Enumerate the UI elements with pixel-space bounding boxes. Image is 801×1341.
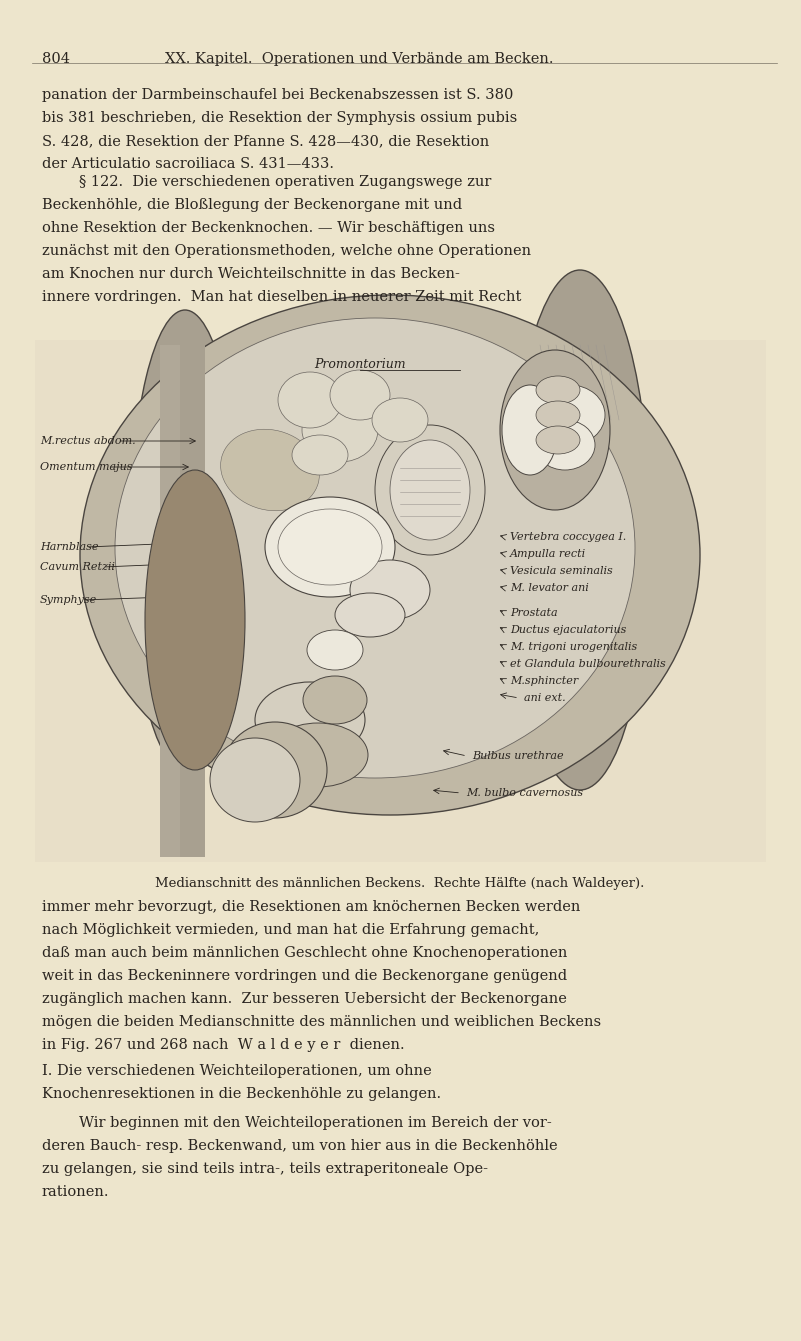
Text: Omentum majus: Omentum majus (40, 463, 132, 472)
Ellipse shape (307, 630, 363, 670)
Text: rationen.: rationen. (42, 1185, 110, 1199)
Text: immer mehr bevorzugt, die Resektionen am knöchernen Becken werden: immer mehr bevorzugt, die Resektionen am… (42, 900, 581, 915)
Bar (160, 345, 180, 857)
Text: M.rectus abdom.: M.rectus abdom. (40, 436, 135, 447)
Text: bis 381 beschrieben, die Resektion der Symphysis ossium pubis: bis 381 beschrieben, die Resektion der S… (42, 111, 517, 125)
Text: Ductus ejaculatorius: Ductus ejaculatorius (510, 625, 626, 636)
Ellipse shape (536, 401, 580, 429)
Text: 804: 804 (42, 52, 70, 66)
Text: in Fig. 267 und 268 nach  W a l d e y e r  dienen.: in Fig. 267 und 268 nach W a l d e y e r… (42, 1038, 405, 1051)
Text: ani ext.: ani ext. (524, 693, 566, 703)
Text: Promontorium: Promontorium (314, 358, 406, 371)
Text: Vesicula seminalis: Vesicula seminalis (510, 566, 613, 577)
Text: Medianschnitt des männlichen Beckens.  Rechte Hälfte (nach Waldeyer).: Medianschnitt des männlichen Beckens. Re… (155, 877, 645, 890)
Text: zu gelangen, sie sind teils intra-, teils extraperitoneale Ope-: zu gelangen, sie sind teils intra-, teil… (42, 1163, 488, 1176)
Ellipse shape (220, 429, 320, 511)
Text: Beckenhöhle, die Bloßlegung der Beckenorgane mit und: Beckenhöhle, die Bloßlegung der Beckenor… (42, 198, 462, 212)
Text: Symphyse: Symphyse (40, 595, 97, 605)
Text: mögen die beiden Medianschnitte des männlichen und weiblichen Beckens: mögen die beiden Medianschnitte des männ… (42, 1015, 601, 1029)
Ellipse shape (502, 385, 558, 475)
Ellipse shape (535, 385, 605, 445)
Ellipse shape (145, 469, 245, 770)
Ellipse shape (536, 375, 580, 404)
Text: Ampulla recti: Ampulla recti (510, 548, 586, 559)
Ellipse shape (292, 434, 348, 475)
Text: M.sphincter: M.sphincter (510, 676, 578, 687)
Text: am Knochen nur durch Weichteilschnitte in das Becken-: am Knochen nur durch Weichteilschnitte i… (42, 267, 460, 282)
Ellipse shape (265, 498, 395, 597)
Ellipse shape (210, 738, 300, 822)
Text: M. levator ani: M. levator ani (510, 583, 589, 593)
Text: et Glandula bulbourethralis: et Glandula bulbourethralis (510, 658, 666, 669)
Text: M. bulbo cavernosus: M. bulbo cavernosus (466, 789, 583, 798)
Text: Duralsackes: Duralsackes (510, 447, 579, 457)
Text: zunächst mit den Operationsmethoden, welche ohne Operationen: zunächst mit den Operationsmethoden, wel… (42, 244, 531, 257)
Ellipse shape (330, 370, 390, 420)
Text: Bulbus urethrae: Bulbus urethrae (472, 751, 564, 760)
Text: daß man auch beim männlichen Geschlecht ohne Knochenoperationen: daß man auch beim männlichen Geschlecht … (42, 945, 567, 960)
Text: XX. Kapitel.  Operationen und Verbände am Becken.: XX. Kapitel. Operationen und Verbände am… (165, 52, 553, 66)
Ellipse shape (390, 440, 470, 540)
Text: Ende des: Ende des (510, 432, 562, 443)
Ellipse shape (302, 398, 378, 463)
Text: Prostata: Prostata (510, 607, 557, 618)
Ellipse shape (303, 676, 367, 724)
Text: Vertebra coccygea I.: Vertebra coccygea I. (510, 532, 626, 542)
Ellipse shape (130, 310, 240, 770)
Ellipse shape (80, 295, 700, 815)
Text: zugänglich machen kann.  Zur besseren Uebersicht der Beckenorgane: zugänglich machen kann. Zur besseren Ueb… (42, 992, 567, 1006)
Ellipse shape (335, 593, 405, 637)
Ellipse shape (500, 350, 610, 510)
Ellipse shape (223, 721, 327, 818)
Ellipse shape (535, 420, 595, 469)
Text: S. 428, die Resektion der Pfanne S. 428—430, die Resektion: S. 428, die Resektion der Pfanne S. 428—… (42, 134, 489, 148)
Ellipse shape (375, 425, 485, 555)
Text: panation der Darmbeinschaufel bei Beckenabszessen ist S. 380: panation der Darmbeinschaufel bei Becken… (42, 89, 513, 102)
Ellipse shape (372, 398, 428, 443)
Text: der Articulatio sacroiliaca S. 431—433.: der Articulatio sacroiliaca S. 431—433. (42, 157, 334, 172)
Text: deren Bauch- resp. Beckenwand, um von hier aus in die Beckenhöhle: deren Bauch- resp. Beckenwand, um von hi… (42, 1139, 557, 1153)
Text: M. trigoni urogenitalis: M. trigoni urogenitalis (510, 642, 638, 652)
Text: Cavum Retzii: Cavum Retzii (40, 562, 115, 573)
Ellipse shape (255, 683, 365, 758)
Text: Harnblase: Harnblase (40, 542, 99, 552)
Ellipse shape (350, 561, 430, 620)
Ellipse shape (278, 371, 342, 428)
Ellipse shape (536, 426, 580, 455)
Text: Knochenresektionen in die Beckenhöhle zu gelangen.: Knochenresektionen in die Beckenhöhle zu… (42, 1088, 441, 1101)
Text: ohne Resektion der Beckenknochen. — Wir beschäftigen uns: ohne Resektion der Beckenknochen. — Wir … (42, 221, 495, 235)
Ellipse shape (278, 510, 382, 585)
Text: innere vordringen.  Man hat dieselben in neuerer Zeit mit Recht: innere vordringen. Man hat dieselben in … (42, 290, 521, 304)
Ellipse shape (115, 318, 635, 778)
Bar (35, 341, 766, 862)
Bar (170, 345, 205, 857)
Text: Fig. 267.: Fig. 267. (368, 337, 433, 350)
Text: nach Möglichkeit vermieden, und man hat die Erfahrung gemacht,: nach Möglichkeit vermieden, und man hat … (42, 923, 539, 937)
Text: § 122.  Die verschiedenen operativen Zugangswege zur: § 122. Die verschiedenen operativen Zuga… (42, 174, 491, 189)
Text: Wir beginnen mit den Weichteiloperationen im Bereich der vor-: Wir beginnen mit den Weichteiloperatione… (42, 1116, 552, 1130)
Text: I. Die verschiedenen Weichteiloperationen, um ohne: I. Die verschiedenen Weichteiloperatione… (42, 1063, 432, 1078)
Ellipse shape (268, 723, 368, 787)
Ellipse shape (510, 270, 650, 790)
Text: weit in das Beckeninnere vordringen und die Beckenorgane genügend: weit in das Beckeninnere vordringen und … (42, 970, 567, 983)
